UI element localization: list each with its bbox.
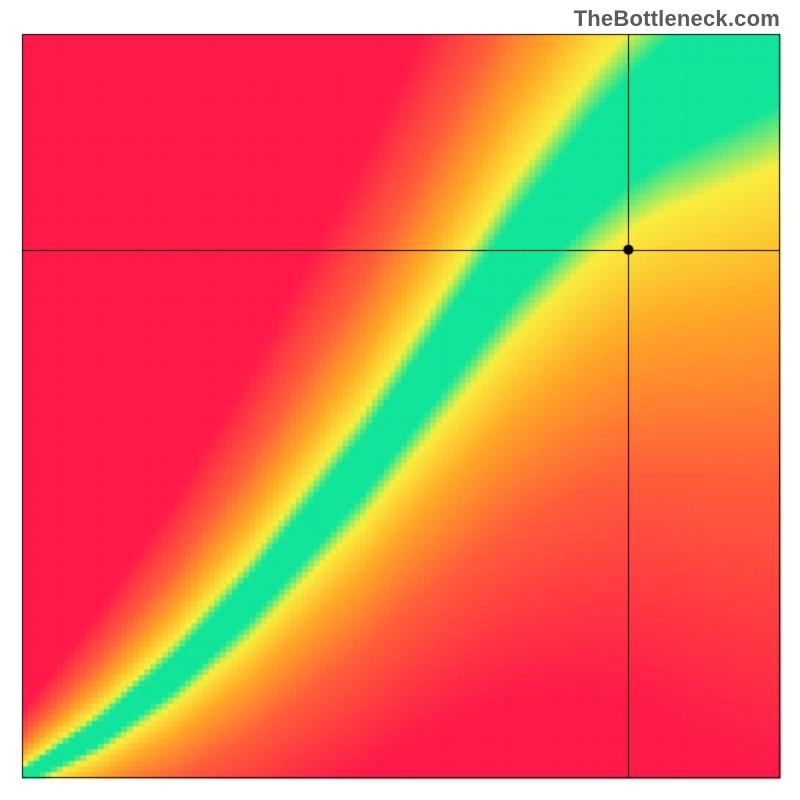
watermark-text: TheBottleneck.com (574, 6, 780, 32)
chart-container: TheBottleneck.com (0, 0, 800, 800)
bottleneck-heatmap (0, 0, 800, 800)
